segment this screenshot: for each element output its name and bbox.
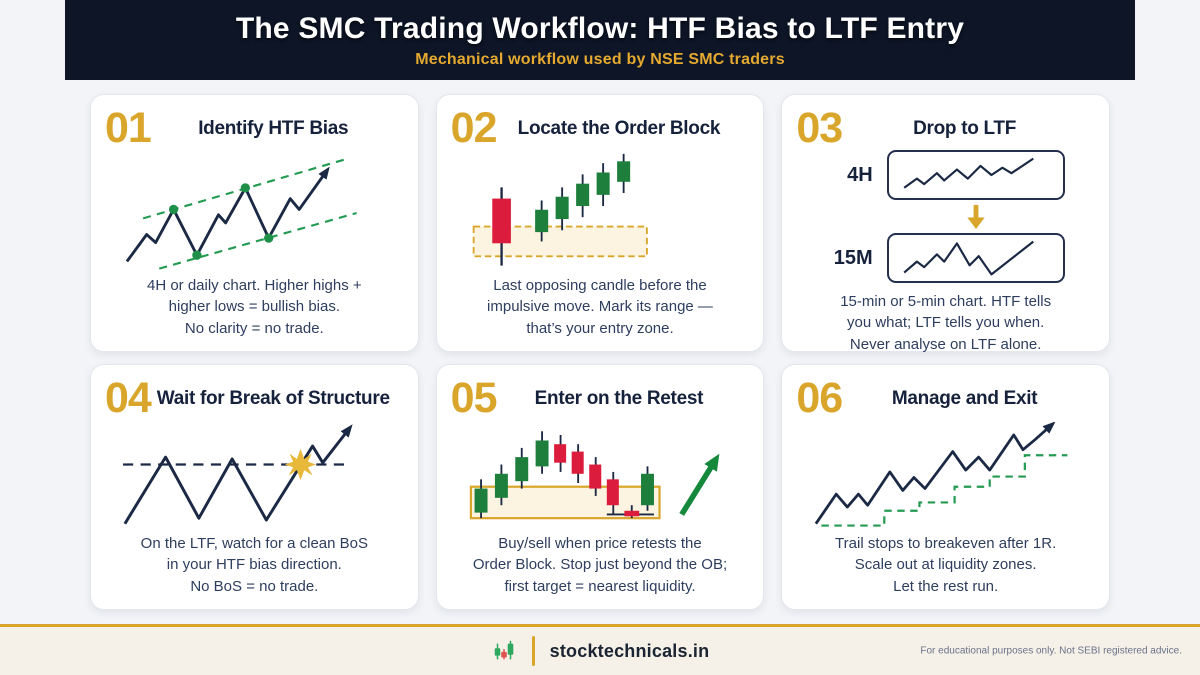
ltf-chart-box <box>886 233 1065 283</box>
step-3-desc-line-3: Never analyse on LTF alone. <box>849 335 1042 353</box>
step-6-desc-line-1: Trail stops to breakeven after 1R. <box>835 535 1057 553</box>
page-subtitle: Mechanical workflow used by NSE SMC trad… <box>415 50 785 68</box>
step-3-title: Drop to LTF <box>913 117 1017 139</box>
step-6-number: 06 <box>796 374 843 422</box>
step-3-description: 15-min or 5-min chart. HTF tells you wha… <box>796 291 1095 355</box>
break-of-structure-illustration <box>105 420 404 533</box>
htf-row: 4H <box>796 150 1095 200</box>
step-1-number: 01 <box>105 104 152 152</box>
step-1-desc-line-1: 4H or daily chart. Higher highs + <box>146 277 362 295</box>
timeframe-drop-illustration: 4H <box>796 150 1095 283</box>
step-3-desc-line-2: you what; LTF tells you when. <box>846 314 1045 332</box>
trailing-stop-chart-icon <box>815 422 1068 527</box>
footer-bar: stocktechnicals.in For educational purpo… <box>0 624 1200 675</box>
step-1-desc-line-3: No clarity = no trade. <box>184 319 324 337</box>
step-2-number: 02 <box>450 104 498 152</box>
step-4-desc-line-2: in your HTF bias direction. <box>166 556 342 574</box>
step-6-title: Manage and Exit <box>891 387 1038 409</box>
step-4-description: On the LTF, watch for a clean BoS in you… <box>105 533 404 597</box>
down-arrow-icon <box>966 204 985 230</box>
break-starburst-icon <box>284 448 317 481</box>
step-2-desc-line-2: impulsive move. Mark its range — <box>487 298 713 316</box>
step-1-description: 4H or daily chart. Higher highs + higher… <box>105 275 404 339</box>
step-2-desc-line-3: that’s your entry zone. <box>526 319 674 337</box>
page-title: The SMC Trading Workflow: HTF Bias to LT… <box>235 11 965 45</box>
step-5-description: Buy/sell when price retests the Order Bl… <box>451 533 750 597</box>
card-drop-to-ltf: 03 Drop to LTF 4H <box>781 94 1110 355</box>
cards-grid: 01 Identify HTF Bias <box>90 94 1110 610</box>
timeframe-4h-label: 4H <box>847 163 873 186</box>
step-6-desc-line-3: Let the rest run. <box>893 577 999 595</box>
htf-sparkline-icon <box>903 157 1034 189</box>
card-6-header: 06 Manage and Exit <box>796 377 1095 420</box>
step-6-description: Trail stops to breakeven after 1R. Scale… <box>796 533 1095 597</box>
timeframe-15m-label: 15M <box>833 246 873 269</box>
card-1-header: 01 Identify HTF Bias <box>105 107 404 150</box>
order-block-chart-icon <box>472 153 648 266</box>
step-2-description: Last opposing candle before the impulsiv… <box>451 275 750 339</box>
drop-arrow-row <box>796 203 1095 230</box>
ltf-sparkline-icon <box>903 240 1034 276</box>
card-2-header: 02 Locate the Order Block <box>451 107 750 150</box>
step-3-number: 03 <box>796 104 843 152</box>
ltf-row: 15M <box>796 233 1095 283</box>
card-enter-on-retest: 05 Enter on the Retest <box>435 364 765 610</box>
step-5-desc-line-1: Buy/sell when price retests the <box>498 535 702 553</box>
step-5-number: 05 <box>450 374 498 422</box>
step-5-title: Enter on the Retest <box>534 387 704 409</box>
card-4-header: 04 Wait for Break of Structure <box>105 377 404 420</box>
retest-entry-illustration <box>451 420 750 533</box>
step-4-number: 04 <box>105 374 152 422</box>
step-2-title: Locate the Order Block <box>517 117 721 139</box>
brand-divider <box>531 636 535 666</box>
card-5-header: 05 Enter on the Retest <box>451 377 750 420</box>
card-identify-htf-bias: 01 Identify HTF Bias <box>90 94 419 352</box>
step-2-desc-line-1: Last opposing candle before the <box>493 277 707 295</box>
card-locate-order-block: 02 Locate the Order Block <box>435 94 765 352</box>
step-4-title: Wait for Break of Structure <box>156 387 390 409</box>
order-block-illustration <box>451 150 750 275</box>
step-1-title: Identify HTF Bias <box>198 117 349 139</box>
step-4-desc-line-1: On the LTF, watch for a clean BoS <box>140 535 368 553</box>
step-5-desc-line-2: Order Block. Stop just beyond the OB; <box>472 556 728 574</box>
step-1-desc-line-2: higher lows = bullish bias. <box>168 298 340 316</box>
candlestick-logo-icon <box>494 640 513 660</box>
htf-chart-box <box>886 150 1065 200</box>
trailing-stop-illustration <box>796 420 1095 533</box>
retest-chart-icon <box>469 431 720 520</box>
brand-name: stocktechnicals.in <box>549 640 710 661</box>
card-wait-for-bos: 04 Wait for Break of Structure On the LT… <box>90 364 419 610</box>
step-3-desc-line-1: 15-min or 5-min chart. HTF tells <box>840 293 1052 310</box>
bos-chart-icon <box>123 424 353 525</box>
step-5-desc-line-3: first target = nearest liquidity. <box>504 577 696 595</box>
htf-bias-chart-icon <box>125 158 357 270</box>
card-3-header: 03 Drop to LTF <box>796 107 1095 150</box>
card-manage-and-exit: 06 Manage and Exit Trail stops to breake… <box>781 364 1110 610</box>
brand-lockup: stocktechnicals.in <box>491 636 710 666</box>
header-banner: The SMC Trading Workflow: HTF Bias to LT… <box>65 0 1135 80</box>
step-6-desc-line-2: Scale out at liquidity zones. <box>854 556 1037 574</box>
step-4-desc-line-3: No BoS = no trade. <box>190 577 319 595</box>
ascending-channel-illustration <box>105 150 404 275</box>
disclaimer-text: For educational purposes only. Not SEBI … <box>920 645 1182 657</box>
